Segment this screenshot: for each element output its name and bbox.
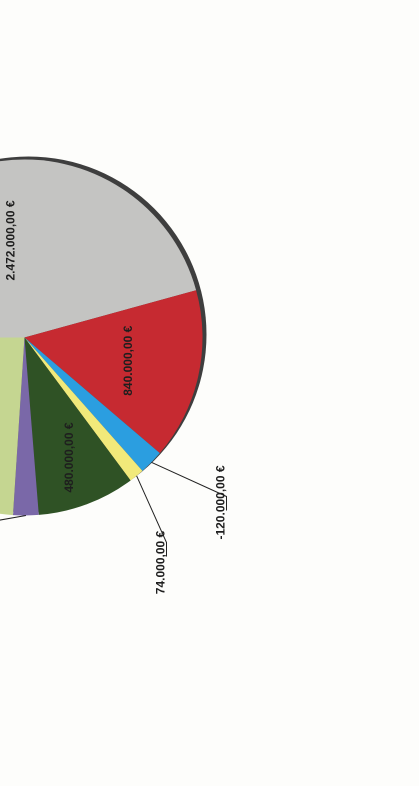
pie-slice-gruenschnitt bbox=[24, 337, 131, 515]
data-label-gruenschnitt: 480.000,00 € bbox=[62, 422, 76, 492]
pie-slice-ppk bbox=[24, 337, 160, 471]
data-label-ppk: -120.000,00 € bbox=[214, 465, 228, 539]
pie-slice-problemstoffe bbox=[12, 337, 39, 516]
pie-slice-e-schrott bbox=[24, 337, 143, 481]
pie-slices bbox=[0, 156, 207, 516]
data-label-e-schrott: 74.000,00 € bbox=[154, 530, 168, 594]
data-label-restmuell: 2.472.000,00 € bbox=[4, 200, 18, 280]
data-labels: 2.472.000,00 €840.000,00 €480.000,00 €1.… bbox=[0, 200, 228, 594]
data-label-sperrmuell: 840.000,00 € bbox=[121, 325, 135, 395]
leader-line-problemstoffe bbox=[0, 515, 26, 551]
pie-slice-restmuell bbox=[0, 159, 197, 338]
leader-line-ppk bbox=[151, 461, 227, 511]
pie-slice-sperrmuell bbox=[24, 290, 203, 454]
leader-line-e-schrott bbox=[136, 475, 167, 557]
